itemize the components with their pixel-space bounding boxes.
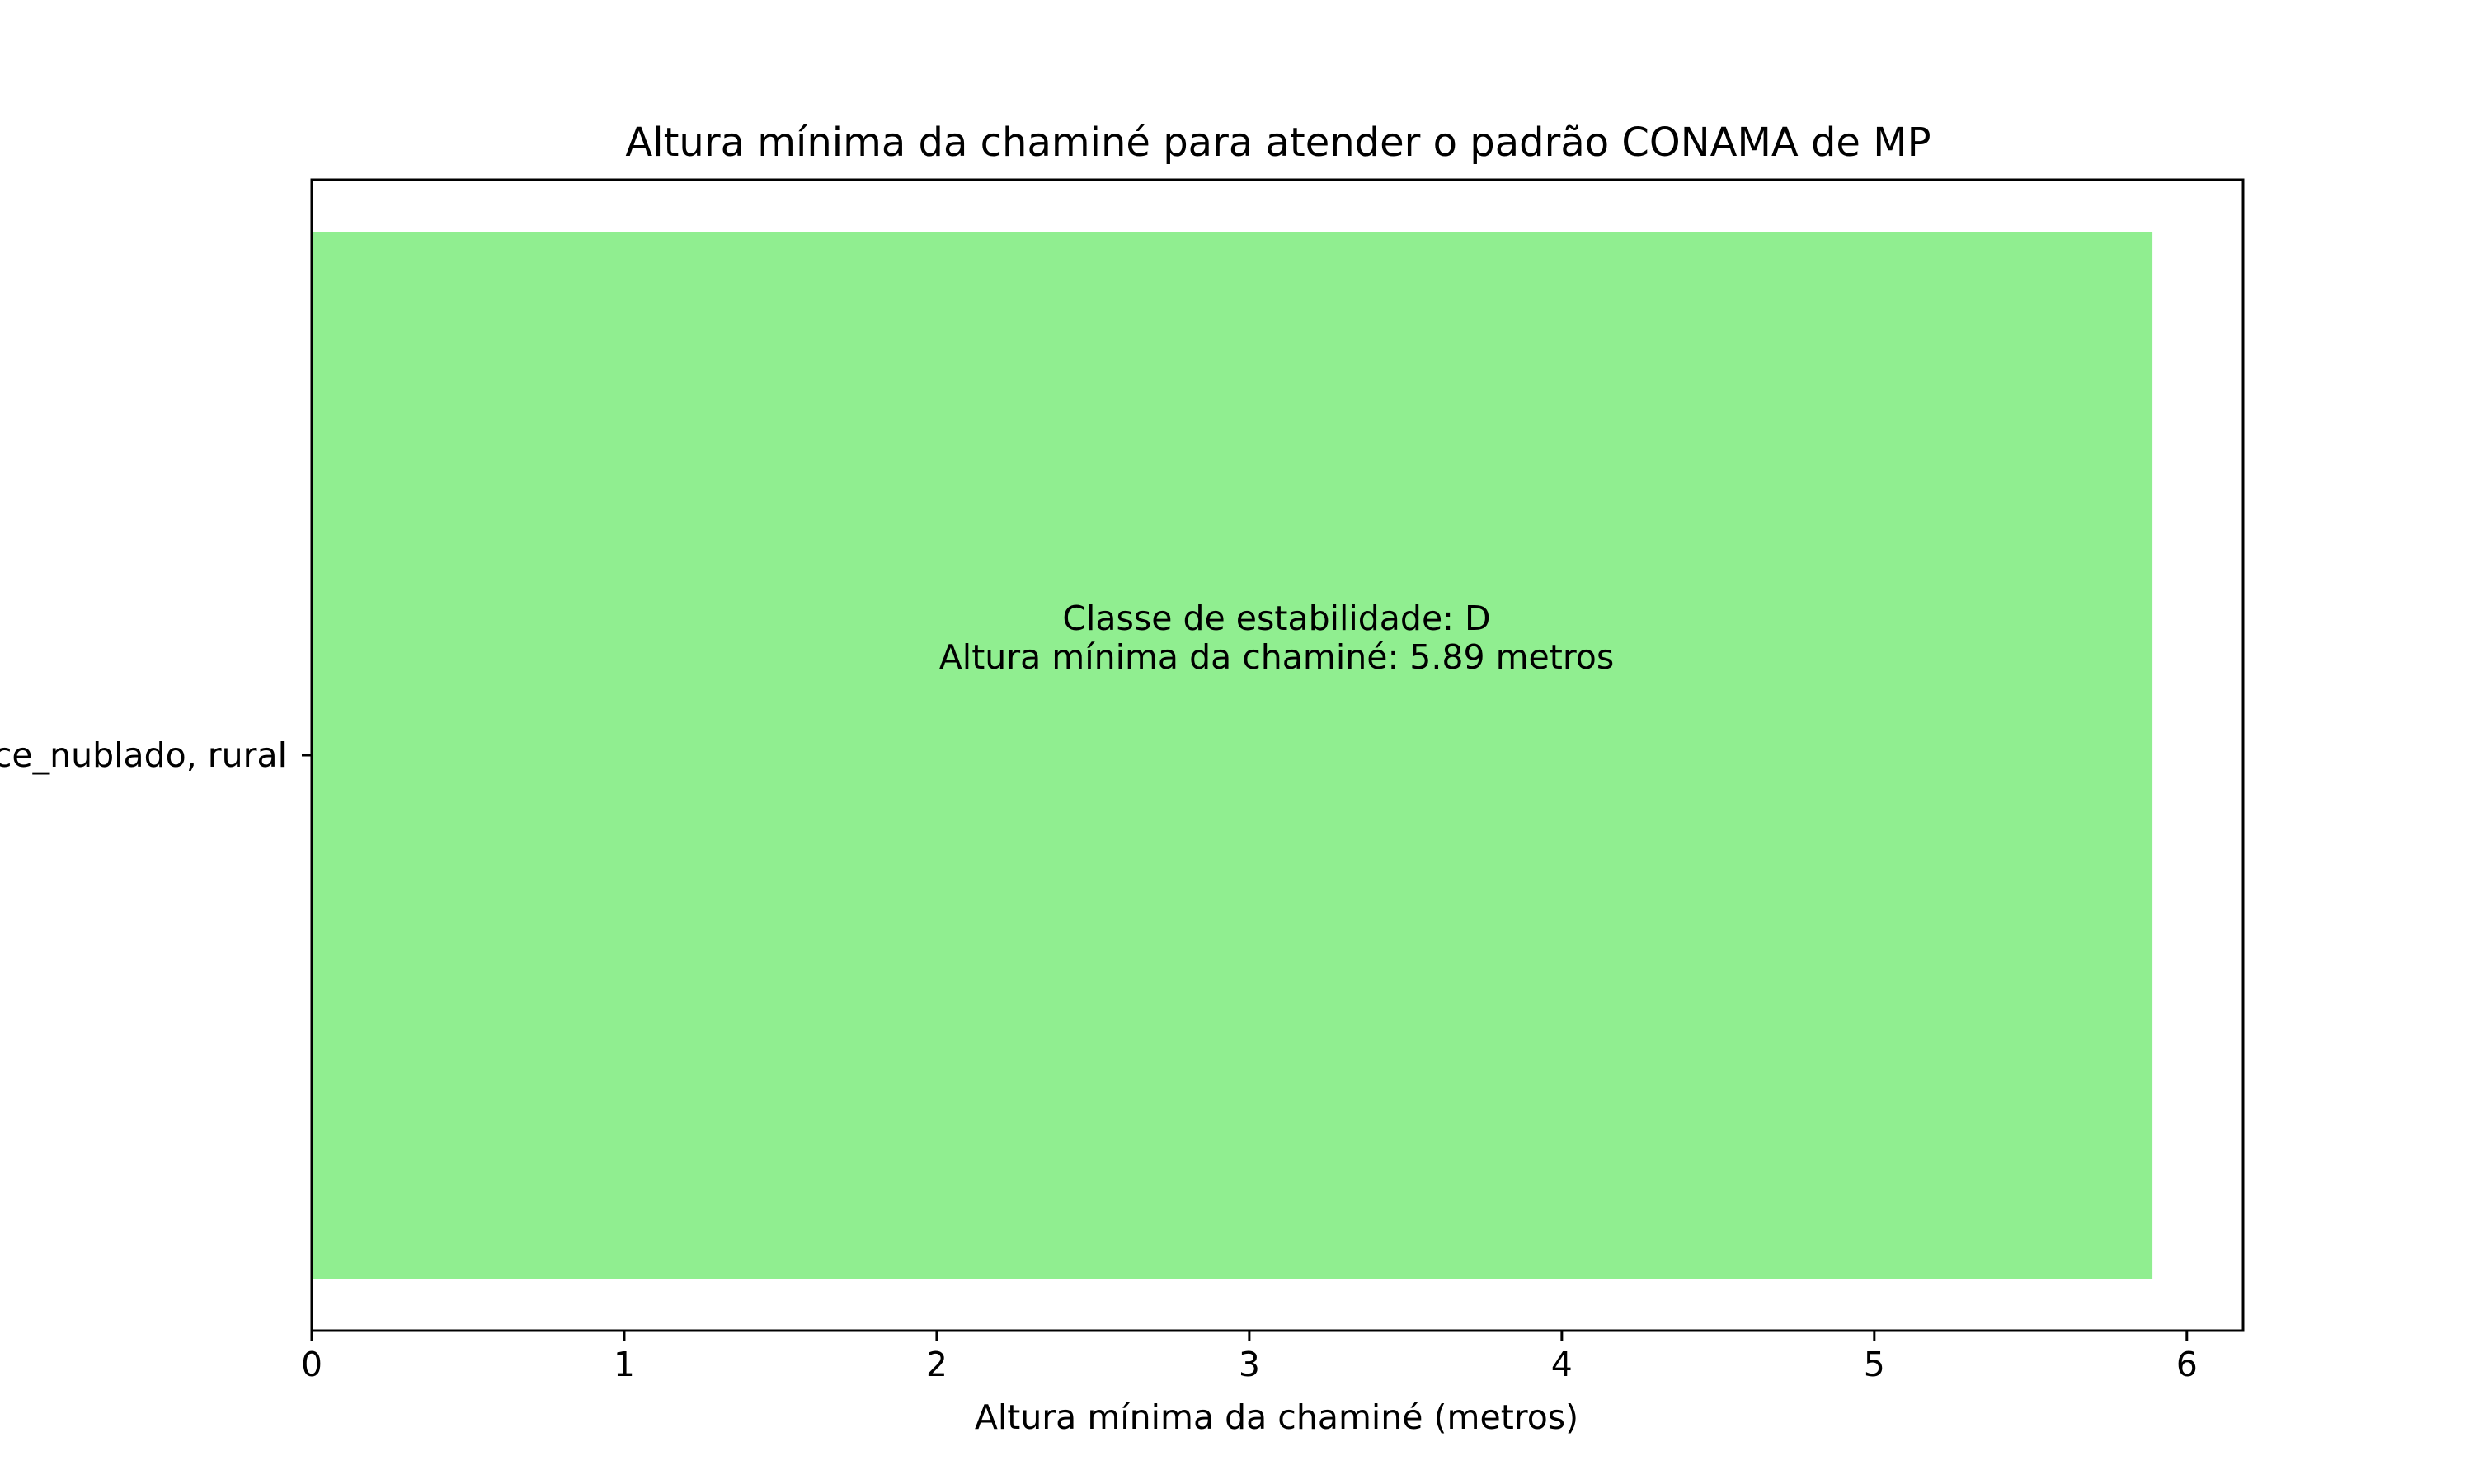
y-axis: ce_nublado, rural [0, 735, 312, 775]
x-tick-label: 3 [1239, 1345, 1260, 1384]
x-tick-label: 4 [1551, 1345, 1573, 1384]
bar [312, 232, 2152, 1279]
x-axis-label: Altura mínima da chaminé (metros) [975, 1397, 1578, 1437]
bar-annotation-line-1: Classe de estabilidade: D [1062, 599, 1490, 638]
y-tick-label: ce_nublado, rural [0, 735, 287, 775]
chart-title: Altura mínima da chaminé para atender o … [625, 120, 1931, 166]
x-tick-label: 5 [1864, 1345, 1885, 1384]
x-tick-label: 1 [614, 1345, 635, 1384]
bar-annotation-line-2: Altura mínima da chaminé: 5.89 metros [939, 637, 1615, 677]
x-tick-label: 0 [301, 1345, 322, 1384]
bars-layer [312, 232, 2152, 1279]
x-tick-label: 6 [2176, 1345, 2198, 1384]
x-tick-label: 2 [926, 1345, 948, 1384]
